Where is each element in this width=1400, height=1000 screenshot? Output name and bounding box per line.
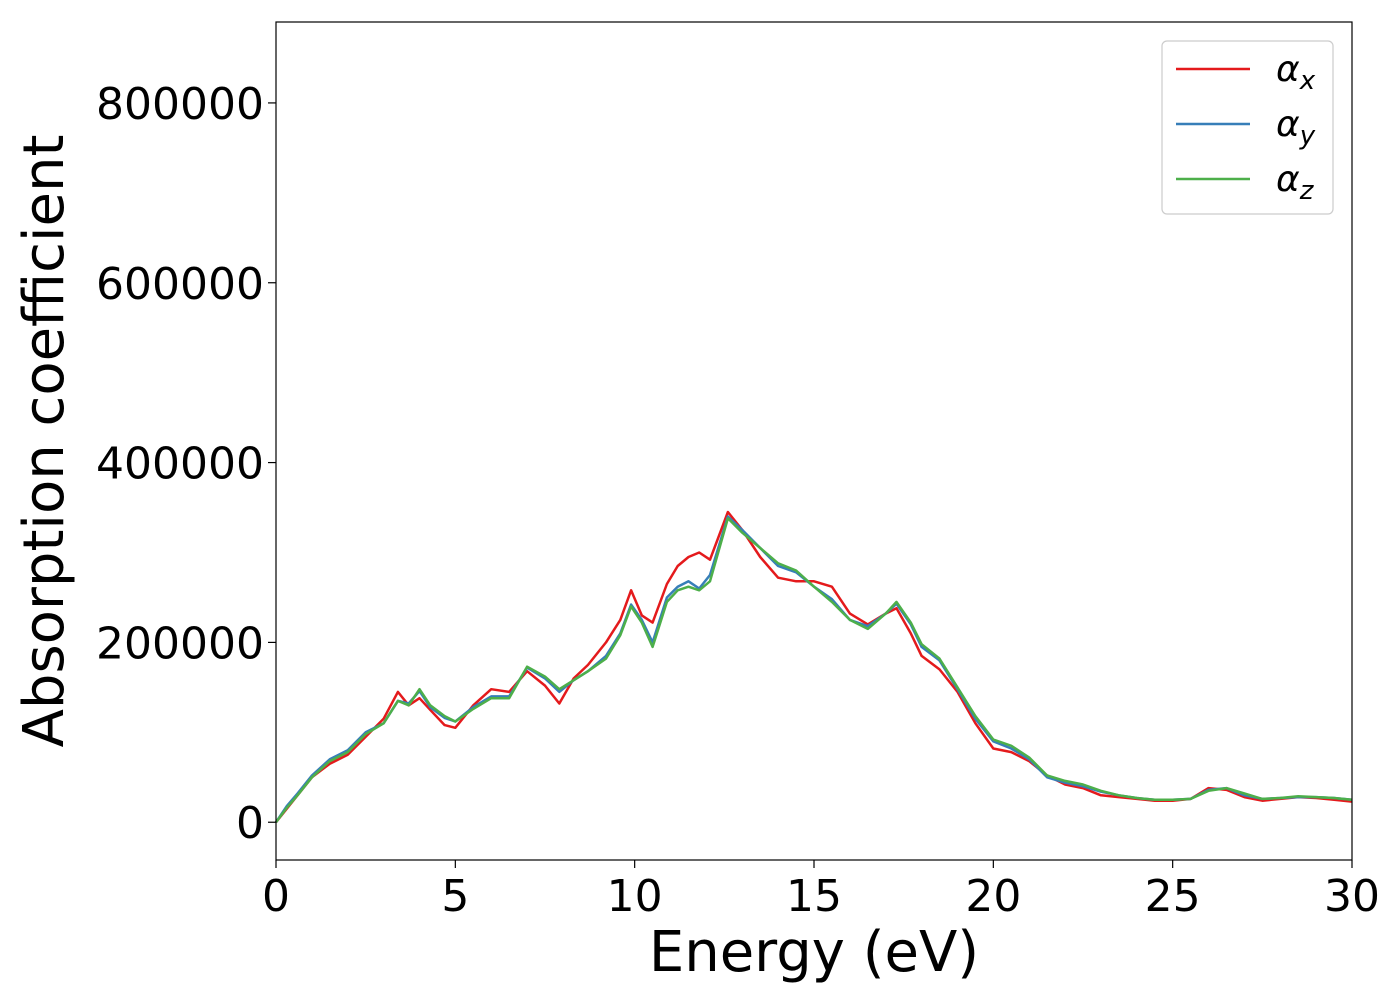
legend-label-x: αx <box>1276 49 1316 96</box>
series-line-z <box>275 517 1353 823</box>
legend-label-y: αy <box>1276 104 1316 151</box>
y-tick-label: 200000 <box>96 618 264 669</box>
x-axis: 0 5 10 15 20 25 30 <box>262 860 1380 922</box>
y-axis: 0 200000 400000 600000 800000 <box>96 79 276 849</box>
x-tick-label: 10 <box>607 871 663 922</box>
x-tick-label: 25 <box>1145 871 1201 922</box>
y-tick-label: 400000 <box>96 439 264 490</box>
y-axis-title: Absorption coefficient <box>12 135 77 748</box>
x-tick-label: 30 <box>1324 871 1380 922</box>
x-tick-label: 20 <box>965 871 1021 922</box>
legend-label-z: αz <box>1276 159 1315 206</box>
y-tick-label: 800000 <box>96 79 264 130</box>
series-layer <box>274 510 1353 823</box>
x-axis-title: Energy (eV) <box>649 920 979 985</box>
x-tick-label: 15 <box>786 871 842 922</box>
legend-box <box>1161 40 1334 215</box>
y-tick-label: 0 <box>236 798 264 849</box>
x-tick-label: 5 <box>441 871 469 922</box>
y-tick-label: 600000 <box>96 259 264 310</box>
x-tick-label: 0 <box>262 871 290 922</box>
legend: αx αy αz <box>1161 40 1334 215</box>
